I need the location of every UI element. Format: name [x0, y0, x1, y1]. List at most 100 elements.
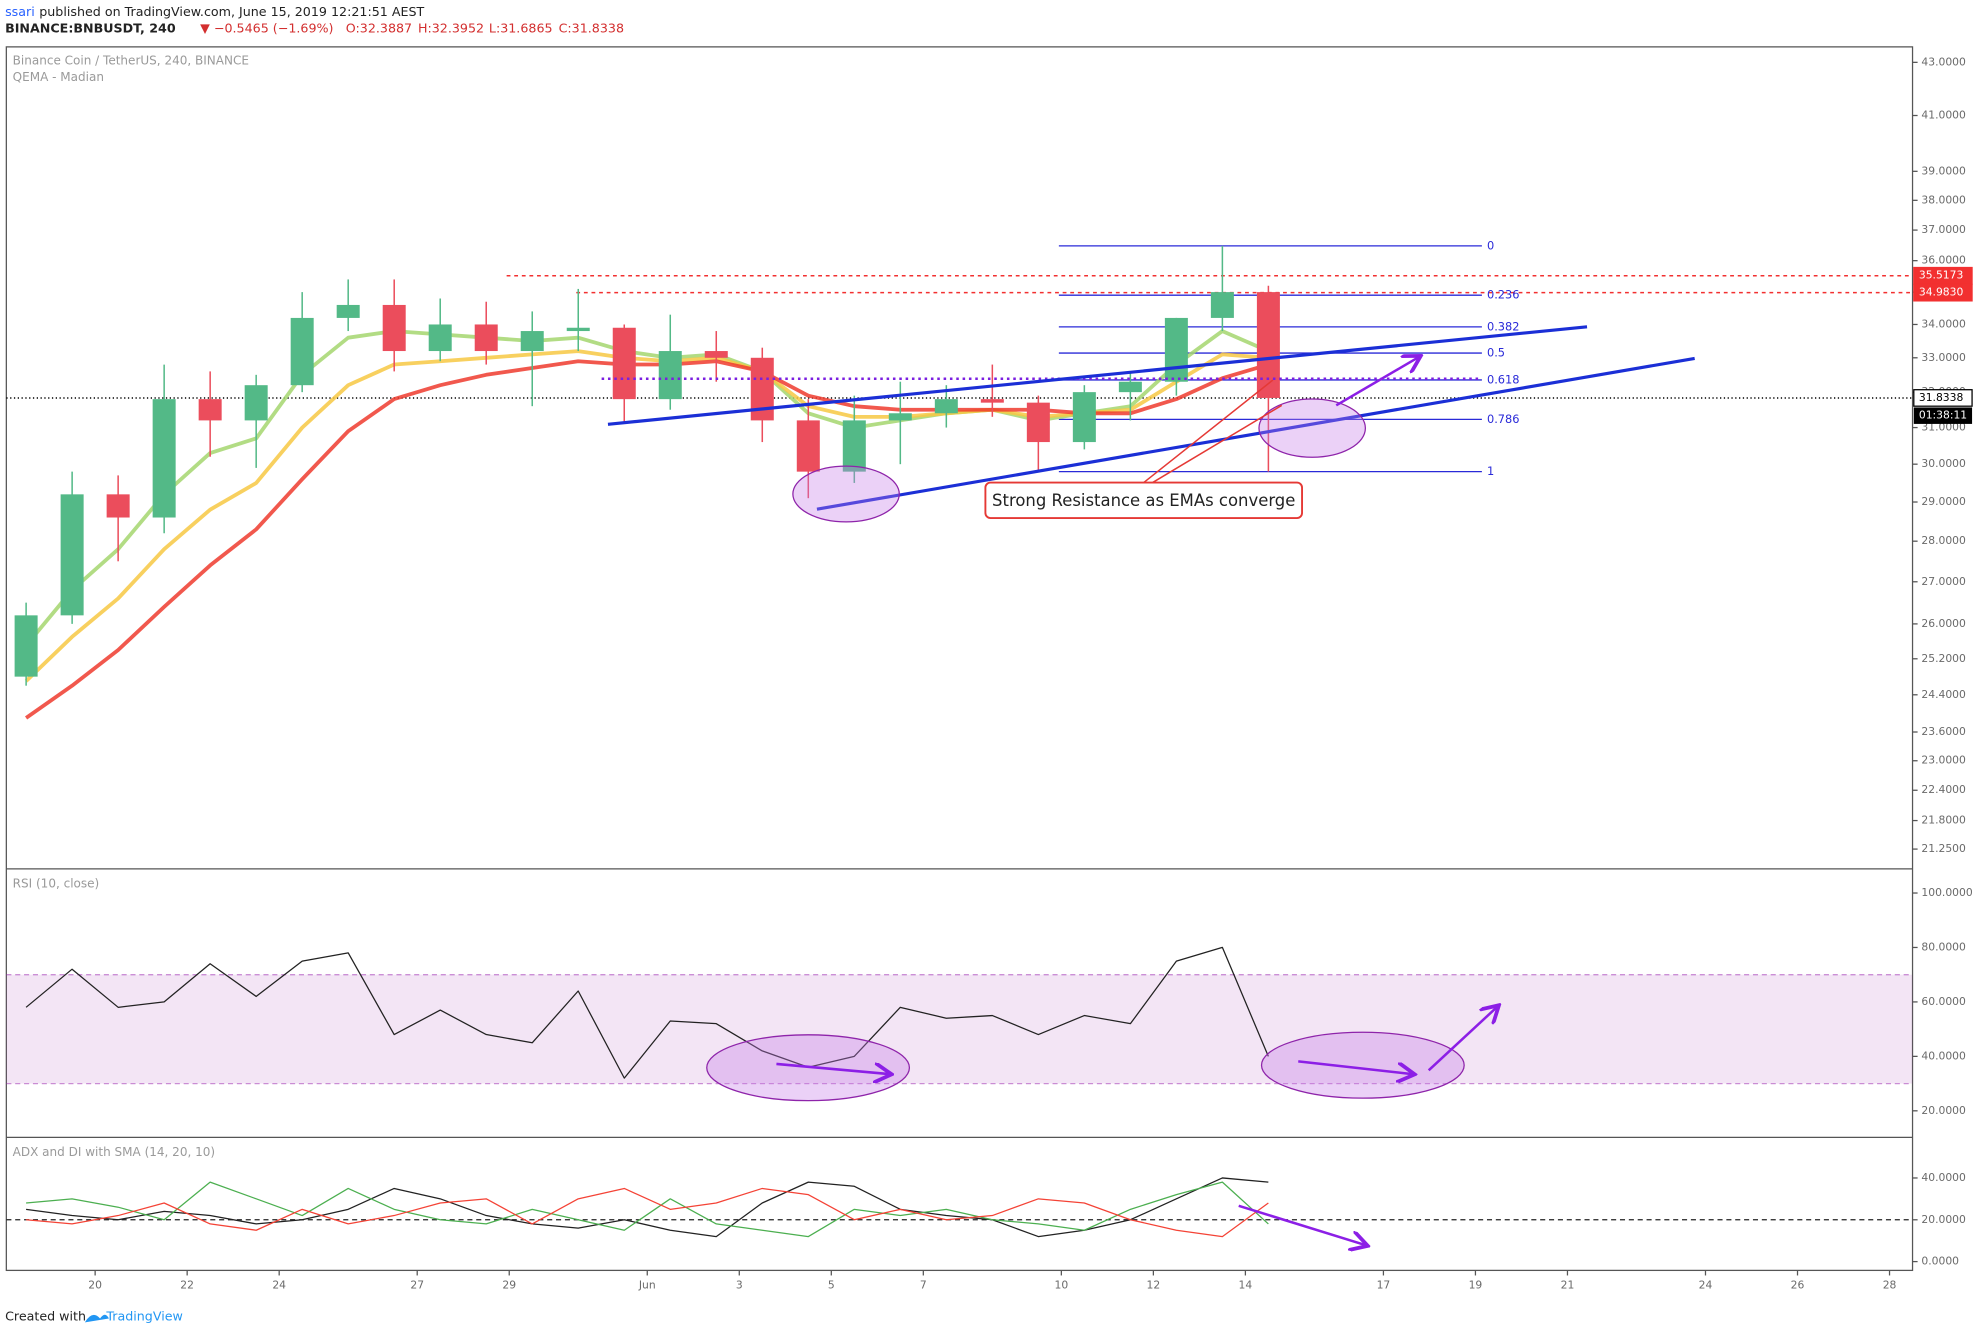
fib-label: 1 [1487, 464, 1494, 478]
price-label-box [1913, 389, 1973, 407]
x-tick-label: 12 [1147, 1279, 1161, 1292]
timer-box [1913, 407, 1973, 424]
y-tick-label: 39.0000 [1921, 164, 1966, 177]
price-label-box [1913, 283, 1973, 302]
footer-brand[interactable]: TradingView [105, 1309, 182, 1324]
candle-body [980, 399, 1004, 403]
x-tick-label: 28 [1883, 1279, 1897, 1292]
y-tick-label: 40.0000 [1921, 1049, 1966, 1062]
y-tick-label: 22.4000 [1921, 783, 1966, 796]
candle-body [1026, 402, 1050, 443]
y-tick-label: 27.0000 [1921, 575, 1966, 588]
x-tick-label: 7 [920, 1279, 927, 1292]
x-tick-label: 20 [88, 1279, 102, 1292]
arrow [1335, 357, 1418, 407]
candle-body [1118, 381, 1142, 393]
price-label: 34.9830 [1919, 286, 1964, 299]
series-line [25, 946, 1269, 1079]
arrow [776, 1064, 889, 1074]
x-tick-label: 21 [1561, 1279, 1575, 1292]
arrow [1238, 1204, 1366, 1245]
y-tick-label: 23.6000 [1921, 725, 1966, 738]
y-tick-label: 100.0000 [1921, 886, 1972, 899]
y-tick-label: 34.0000 [1921, 317, 1966, 330]
x-tick-label: 3 [736, 1279, 743, 1292]
candle-body [290, 317, 314, 386]
y-tick-label: 43.0000 [1921, 55, 1966, 68]
trendline [816, 356, 1695, 511]
x-tick-label: 17 [1377, 1279, 1391, 1292]
highlight [792, 465, 900, 523]
candle-body [1210, 292, 1234, 318]
y-tick-label: 20.0000 [1921, 1213, 1966, 1226]
y-tick-label: 36.0000 [1921, 254, 1966, 267]
fib-label: 0 [1487, 238, 1494, 252]
candle-body [750, 357, 774, 421]
y-tick-label: 29.0000 [1921, 495, 1966, 508]
y-tick-label: 20.0000 [1921, 1104, 1966, 1117]
x-tick-label: 19 [1469, 1279, 1483, 1292]
panel-subtitle: QEMA - Madian [13, 70, 104, 84]
candle-body [382, 304, 406, 352]
candle-body [934, 399, 958, 414]
y-tick-label: 80.0000 [1921, 940, 1966, 953]
candle-body [1164, 317, 1188, 382]
candle-body [842, 420, 866, 472]
y-tick-label: 25.2000 [1921, 652, 1966, 665]
panel-title: Binance Coin / TetherUS, 240, BINANCE [13, 53, 249, 67]
author[interactable]: ssari [5, 4, 35, 19]
candle-body [474, 324, 498, 352]
x-tick-label: 14 [1239, 1279, 1253, 1292]
series-line [26, 1181, 1269, 1238]
trendline [607, 325, 1588, 426]
y-tick-label: 23.0000 [1921, 754, 1966, 767]
footer-text: Created with [5, 1309, 86, 1324]
x-tick-label: Jun [638, 1279, 656, 1292]
y-tick-label: 33.0000 [1921, 351, 1966, 364]
x-tick-label: 10 [1055, 1279, 1069, 1292]
ohlc-close: C:31.8338 [559, 21, 624, 36]
candle-body [336, 304, 360, 318]
price-label: 35.5173 [1919, 269, 1963, 282]
candle-body [14, 615, 38, 677]
y-tick-label: 38.0000 [1921, 193, 1966, 206]
x-tick-label: 27 [410, 1279, 424, 1292]
y-tick-label: 37.0000 [1921, 223, 1966, 236]
candle-body [1256, 292, 1280, 398]
candle-body [428, 324, 452, 352]
ohlc-low: L:31.6865 [489, 21, 553, 36]
drawings: Strong Resistance as EMAs converge [601, 325, 1695, 1245]
y-tick-label: 21.2500 [1921, 842, 1966, 855]
fib-label: 0.618 [1487, 372, 1520, 386]
candle-body [658, 351, 682, 400]
y-tick-label: 41.0000 [1921, 109, 1966, 122]
panel-title: ADX and DI with SMA (14, 20, 10) [13, 1145, 215, 1159]
x-tick-label: 26 [1791, 1279, 1805, 1292]
highlight [1258, 398, 1367, 458]
candle-body [198, 399, 222, 421]
panel-title: RSI (10, close) [13, 877, 100, 891]
candle-body [888, 413, 912, 421]
callout-text: Strong Resistance as EMAs converge [992, 491, 1295, 510]
candle-body [152, 399, 176, 518]
candle-body [106, 494, 130, 518]
y-tick-label: 0.0000 [1921, 1255, 1959, 1268]
series-line [26, 1187, 1269, 1238]
y-tick-label: 30.0000 [1921, 457, 1966, 470]
series-line [25, 359, 1269, 720]
fib-label: 0.5 [1487, 346, 1505, 360]
symbol: BINANCE:BNBUSDT, 240 [5, 21, 176, 36]
y-tick-label: 40.0000 [1921, 1171, 1966, 1184]
y-tick-label: 26.0000 [1921, 617, 1966, 630]
candle-body [1072, 392, 1096, 443]
logo [84, 1314, 109, 1323]
plot-area: Binance Coin / TetherUS, 240, BINANCE QEM… [6, 53, 1973, 1292]
series-line [24, 349, 1269, 683]
x-tick-label: 22 [180, 1279, 194, 1292]
callout-line [1143, 379, 1274, 484]
fib-label: 0.236 [1487, 288, 1520, 302]
rsi-band [6, 974, 1913, 1084]
